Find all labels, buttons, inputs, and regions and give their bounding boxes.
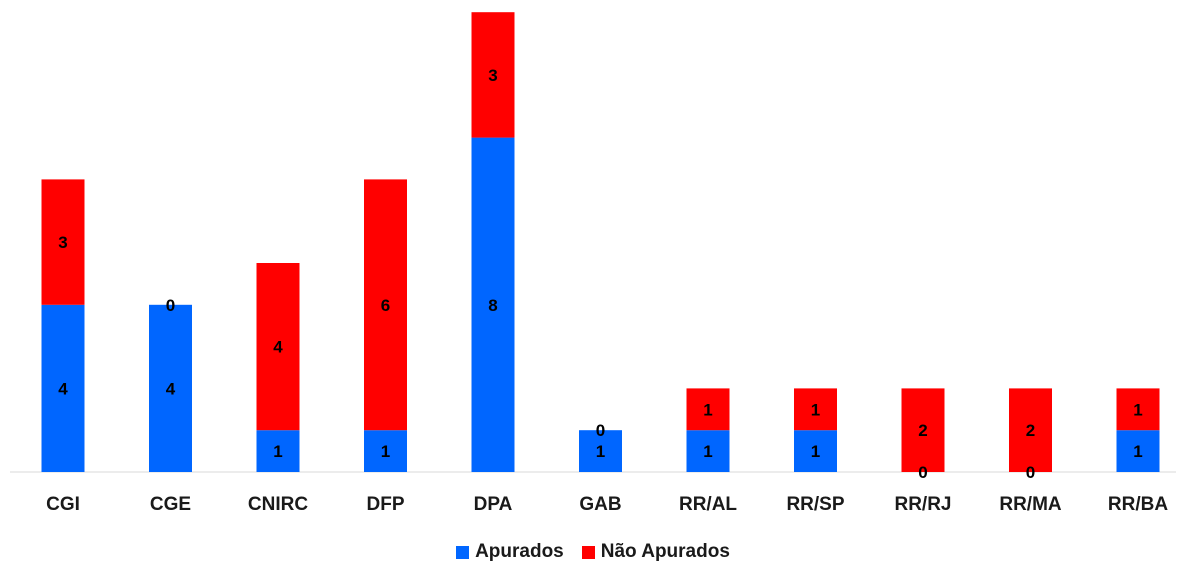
bar-apurados-dfp [364,430,407,472]
bar-apurados-cge [149,304,192,472]
data-label-n-o-apurados-rr-ma: 2 [1026,421,1035,440]
data-label-n-o-apurados-cnirc: 4 [273,338,283,357]
data-label-apurados-dpa: 8 [488,296,497,315]
x-tick-label-cgi: CGI [46,494,80,515]
data-label-apurados-rr-sp: 1 [811,442,820,461]
x-tick-label-rr-ba: RR/BA [1108,494,1168,515]
bar-n-o-apurados-rr-sp [794,388,837,431]
data-label-apurados-gab: 1 [596,442,605,461]
data-labels-group: 4 3 4 0 1 4 1 6 8 3 1 0 1 1 1 1 0 2 0 2 1 1 [58,66,1142,482]
bars-group [41,12,1160,472]
x-tick-labels-group: CGI CGE CNIRC DFP DPA GAB RR/AL RR/SP RR/RJ RR/MA… [46,494,1168,515]
bar-n-o-apurados-cnirc [256,263,300,431]
data-label-apurados-cnirc: 1 [273,442,282,461]
bar-apurados-rr-al [686,430,730,472]
bar-n-o-apurados-rr-al [686,388,730,431]
data-label-n-o-apurados-rr-sp: 1 [811,400,820,419]
data-label-apurados-cge: 4 [166,379,176,398]
x-tick-label-rr-rj: RR/RJ [894,494,951,515]
x-tick-label-cge: CGE [150,494,191,515]
bar-apurados-dpa [471,137,515,472]
data-label-n-o-apurados-dpa: 3 [488,66,497,85]
bar-n-o-apurados-rr-ba [1116,388,1160,431]
data-label-apurados-rr-rj: 0 [918,463,927,482]
bar-apurados-rr-sp [794,430,837,472]
legend-item-apurados: Apurados [456,541,564,563]
x-tick-label-rr-al: RR/AL [679,494,737,515]
data-label-apurados-dfp: 1 [381,442,390,461]
bar-n-o-apurados-dpa [471,12,515,138]
legend: Apurados Não Apurados [0,540,1186,564]
data-label-n-o-apurados-gab: 0 [596,421,605,440]
data-label-n-o-apurados-cgi: 3 [58,233,67,252]
data-label-apurados-rr-ma: 0 [1026,463,1035,482]
data-label-apurados-rr-al: 1 [703,442,712,461]
bar-n-o-apurados-cgi [41,179,85,305]
bar-n-o-apurados-rr-rj [901,388,945,472]
x-tick-label-gab: GAB [579,494,621,515]
data-label-n-o-apurados-cge: 0 [166,296,175,315]
bar-apurados-cnirc [256,430,300,472]
legend-label-nao-apurados: Não Apurados [600,541,730,562]
bar-n-o-apurados-dfp [364,179,407,431]
x-tick-label-rr-ma: RR/MA [999,494,1062,515]
legend-swatch-apurados [456,545,470,559]
bar-apurados-rr-ba [1116,430,1160,472]
data-label-apurados-rr-ba: 1 [1133,442,1142,461]
x-tick-label-rr-sp: RR/SP [786,494,844,515]
data-label-n-o-apurados-dfp: 6 [381,296,390,315]
legend-label-apurados: Apurados [475,541,564,562]
data-label-n-o-apurados-rr-al: 1 [703,400,712,419]
bar-n-o-apurados-rr-ma [1009,388,1052,472]
legend-swatch-nao-apurados [581,545,595,559]
data-label-apurados-cgi: 4 [58,379,68,398]
bar-apurados-gab [579,430,622,472]
bar-apurados-cgi [41,304,85,472]
legend-item-nao-apurados: Não Apurados [581,541,730,563]
x-tick-label-dpa: DPA [474,494,513,515]
x-tick-label-dfp: DFP [367,494,405,515]
data-label-n-o-apurados-rr-rj: 2 [918,421,927,440]
x-tick-label-cnirc: CNIRC [248,494,308,515]
data-label-n-o-apurados-rr-ba: 1 [1133,400,1142,419]
